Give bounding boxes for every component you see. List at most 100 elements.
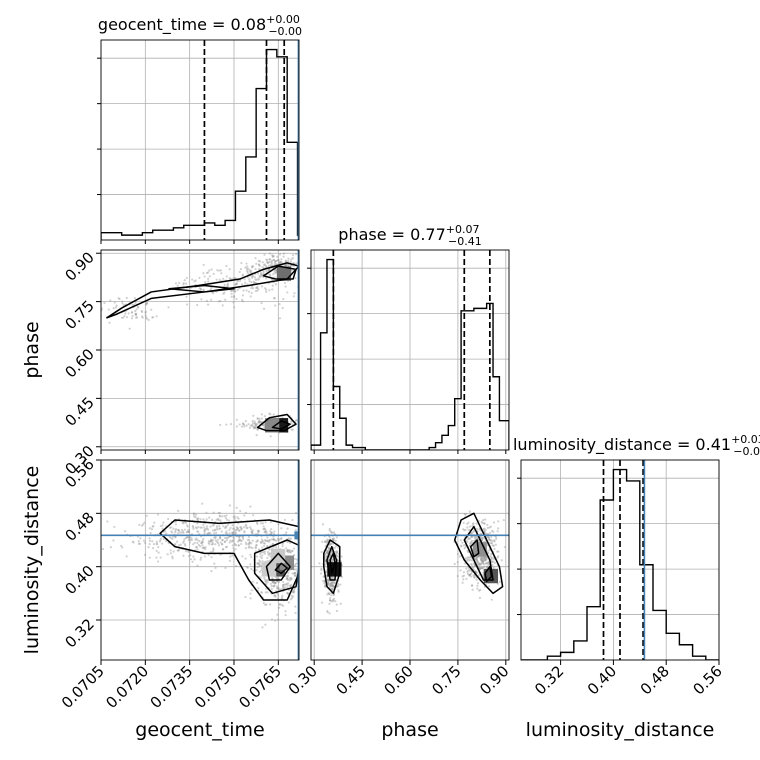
sample-point [259,421,262,424]
sample-point [159,537,163,540]
sample-point [196,303,199,307]
sample-point [326,609,329,613]
sample-point [480,560,483,563]
sample-point [260,591,264,594]
sample-point [244,547,247,550]
sample-point [205,525,208,528]
sample-point [280,258,283,261]
sample-point [271,580,275,583]
sample-point [323,540,327,544]
sample-point [193,541,196,544]
sample-point [199,288,202,291]
panel-content [101,460,306,660]
sample-point [217,541,220,545]
sample-point [247,267,250,270]
sample-point [221,548,225,551]
sample-point [229,423,233,426]
sample-point [204,280,207,284]
sample-point [288,577,292,580]
sample-point [265,277,268,280]
sample-point [238,539,241,542]
sample-point [276,577,279,580]
sample-point [319,572,322,575]
sample-point [459,544,463,547]
sample-point [254,423,257,426]
sample-point [287,260,290,263]
sample-point [167,517,170,521]
sample-point [115,304,118,307]
histogram-phase [311,258,509,450]
sample-point [195,537,198,540]
sample-point [240,425,244,428]
sample-point [253,427,256,430]
sample-point [331,584,334,588]
sample-point [162,521,165,524]
sample-point [485,558,488,561]
sample-point [223,540,227,543]
sample-point [120,316,124,319]
sample-point [204,546,207,549]
sample-point [261,546,264,549]
sample-point [304,568,306,570]
sample-point [228,541,231,544]
sample-point [287,537,290,540]
sample-point [252,280,255,283]
x-tick-label: 0.56 [689,662,725,698]
sample-point [157,560,160,563]
sample-point [330,587,334,590]
sample-point [212,547,215,550]
sample-point [482,558,485,562]
sample-point [199,558,202,561]
sample-point [330,531,333,534]
sample-point [243,514,246,517]
sample-point [211,529,215,532]
sample-point [254,422,257,425]
sample-point [172,527,175,530]
sample-point [284,260,287,263]
sample-point [202,263,205,267]
sample-point [197,517,200,520]
sample-point [471,588,474,591]
sample-point [239,539,242,542]
sample-point [235,418,238,421]
sample-point [294,611,297,615]
sample-point [329,584,332,588]
sample-point [264,288,268,291]
sample-point [146,302,149,305]
sample-point [329,597,332,600]
sample-point [251,424,254,427]
sample-point [270,531,273,534]
sample-point [188,550,191,553]
sample-point [232,301,235,304]
sample-point [257,421,261,424]
sample-point [197,543,200,547]
sample-point [255,423,258,426]
sample-point [206,527,209,530]
sample-point [229,289,233,292]
sample-point [193,515,196,518]
sample-point [475,556,478,559]
sample-point [244,525,247,528]
sample-point [271,288,274,291]
sample-point [241,422,245,425]
sample-point [271,581,274,584]
sample-point [255,568,258,572]
sample-point [475,527,478,530]
sample-point [241,300,245,303]
sample-point [271,542,275,546]
sample-point [481,566,484,569]
sample-point [493,561,496,564]
sample-point [500,559,503,562]
sample-point [268,261,271,264]
sample-point [238,535,241,538]
sample-point [113,525,116,529]
sample-point [255,544,258,547]
sample-point [274,271,277,275]
sample-point [257,288,260,291]
sample-point [176,532,180,535]
sample-point [196,548,199,551]
sample-point [241,555,244,558]
sample-point [151,540,154,543]
sample-point [199,518,202,521]
sample-point [217,511,220,515]
